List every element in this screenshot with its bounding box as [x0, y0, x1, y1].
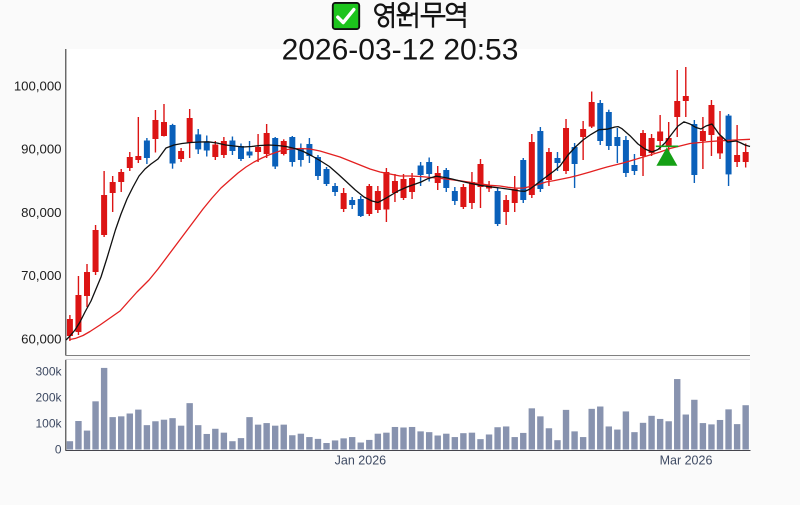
svg-text:80,000: 80,000	[21, 205, 61, 220]
svg-text:300k: 300k	[35, 365, 62, 379]
svg-text:Jan 2026: Jan 2026	[335, 454, 386, 468]
svg-text:200k: 200k	[35, 391, 62, 405]
svg-text:100k: 100k	[35, 417, 62, 431]
svg-text:2026-03-12 20:53: 2026-03-12 20:53	[282, 34, 519, 67]
svg-text:70,000: 70,000	[21, 268, 61, 283]
svg-text:0: 0	[55, 442, 62, 456]
svg-text:60,000: 60,000	[21, 331, 61, 346]
svg-text:90,000: 90,000	[21, 142, 61, 157]
svg-text:100,000: 100,000	[14, 78, 62, 93]
svg-text:Mar 2026: Mar 2026	[660, 454, 713, 468]
